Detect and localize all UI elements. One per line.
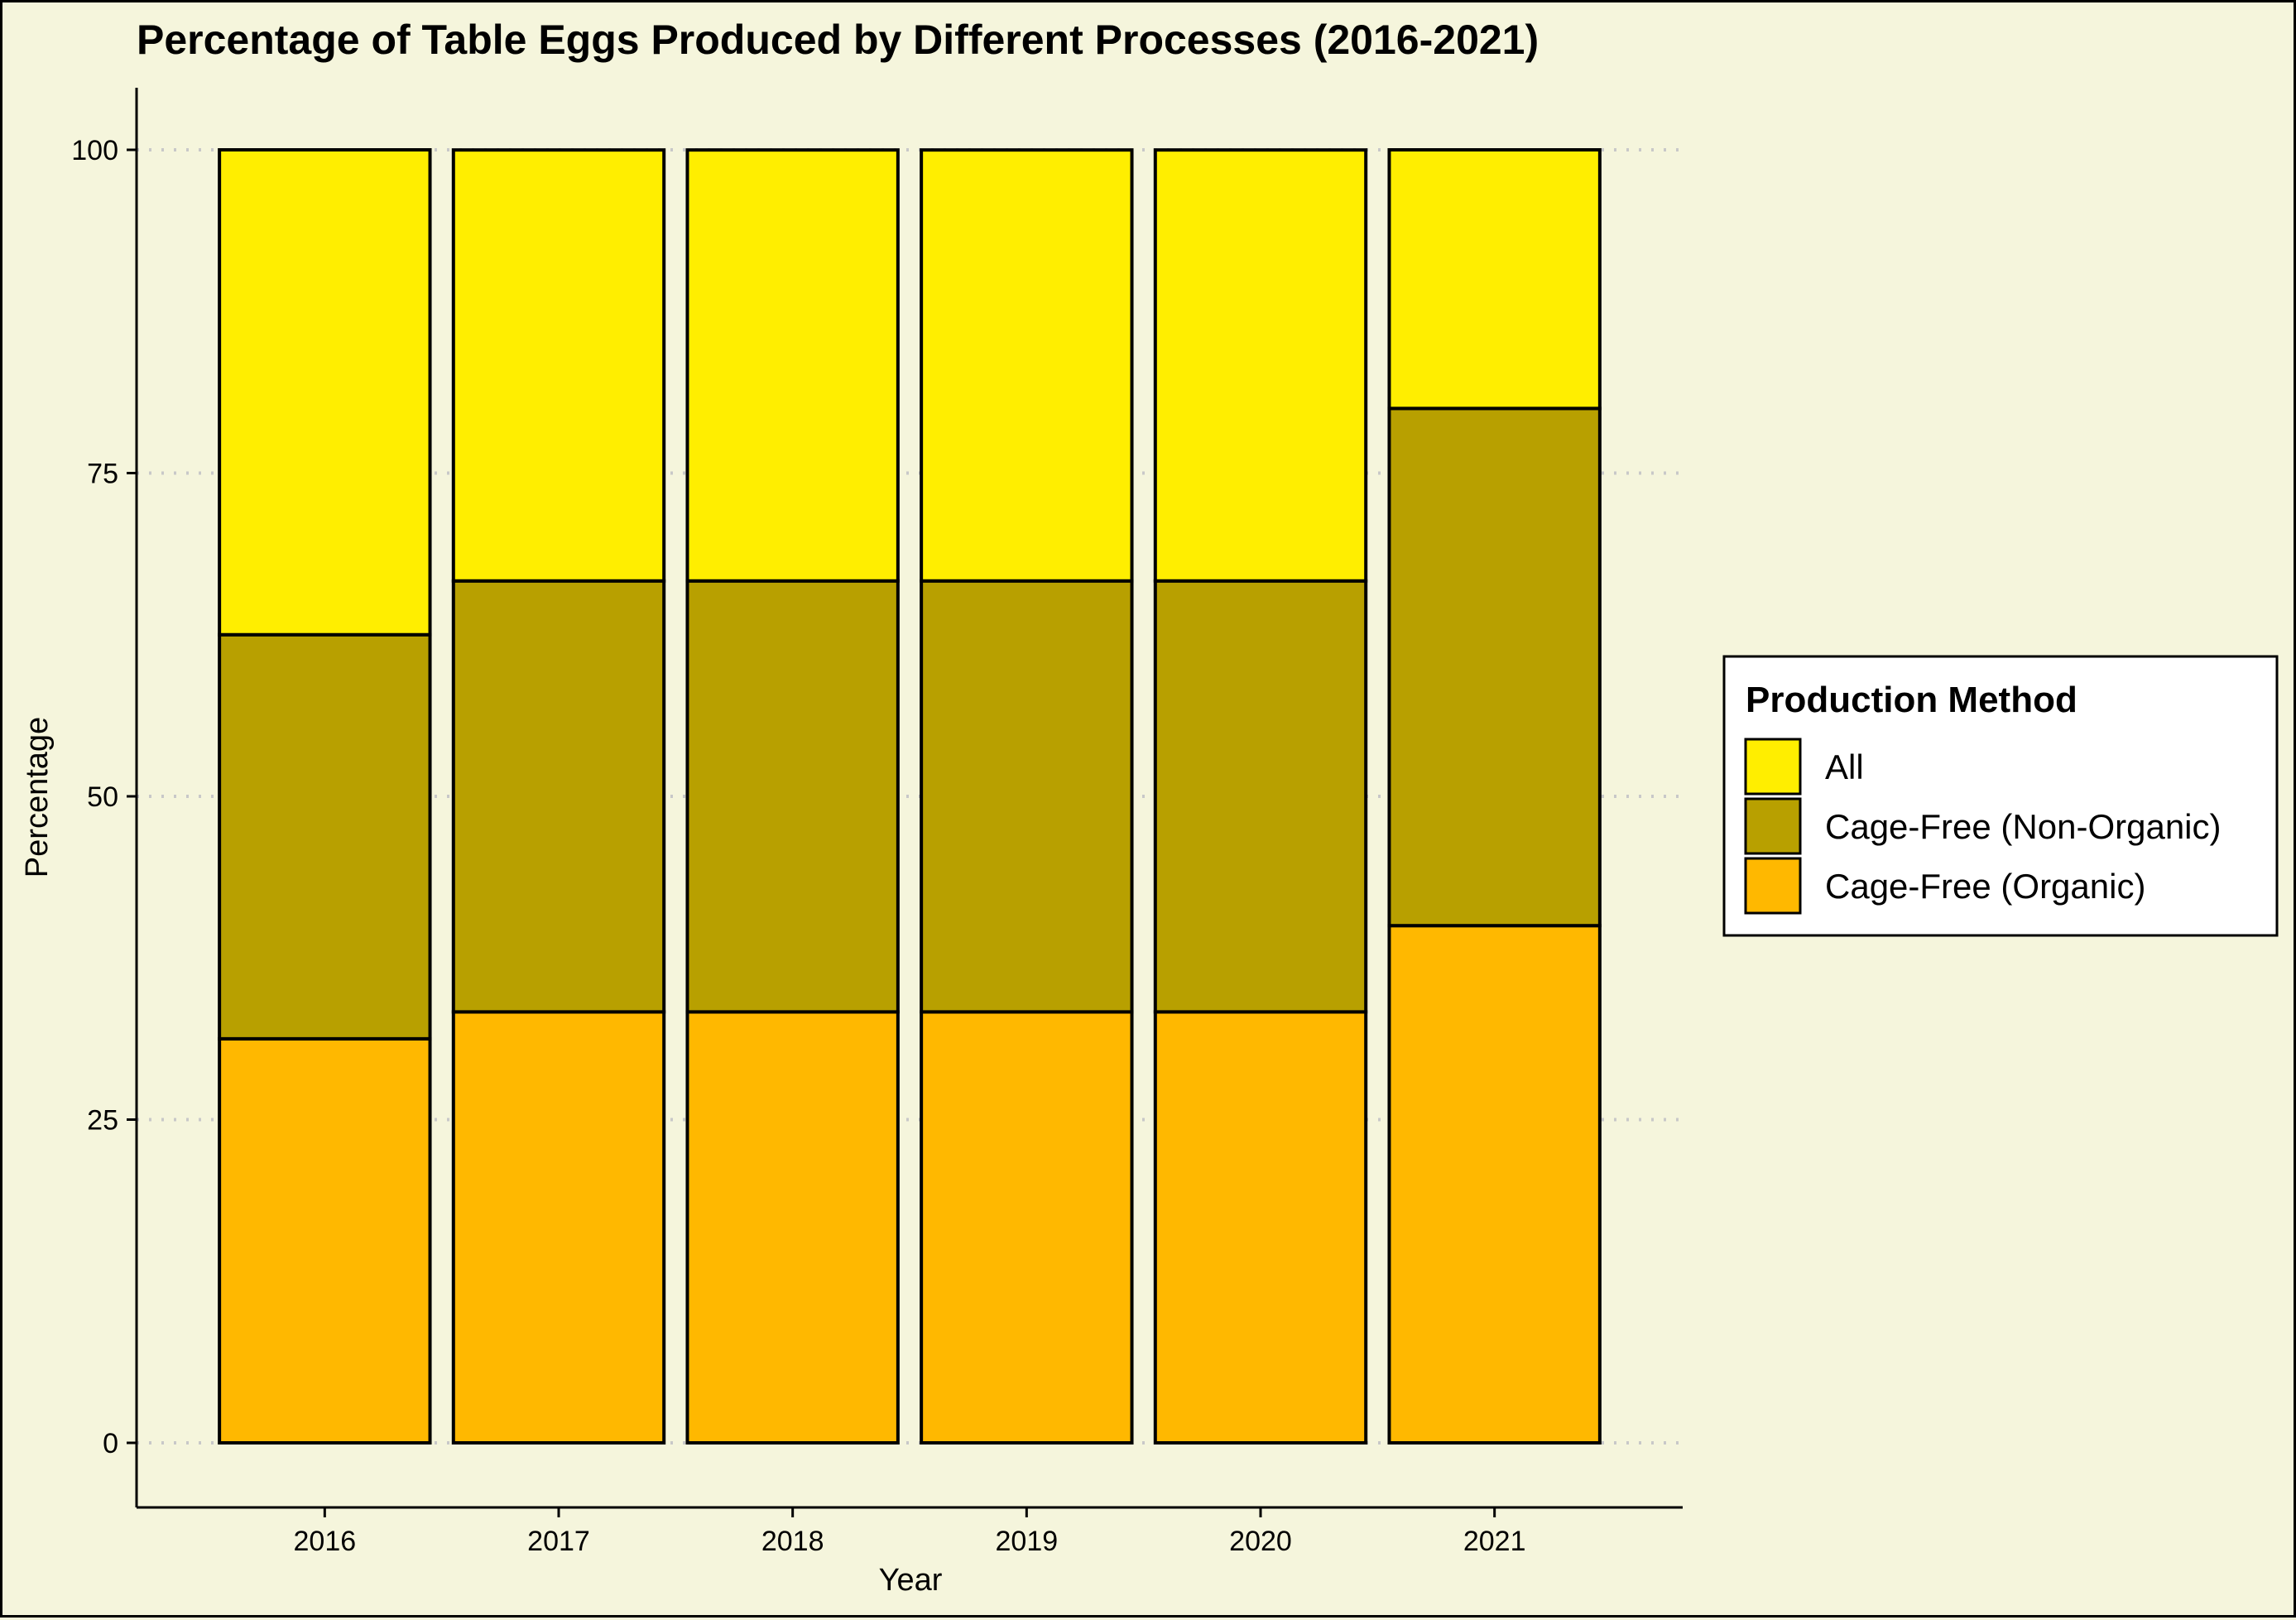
bar-2016-series-1: [218, 632, 432, 1041]
bar-2019-series-1: [920, 579, 1134, 1014]
y-tick-label: 50: [87, 781, 118, 813]
x-tick-label: 2017: [527, 1526, 590, 1557]
x-tick-label: 2016: [294, 1526, 357, 1557]
legend-label: Cage-Free (Non-Organic): [1825, 807, 2222, 846]
legend-swatch: [1744, 797, 1802, 855]
y-tick-label: 25: [87, 1105, 118, 1137]
y-ticks: 0 25 50 75 100: [71, 135, 137, 1459]
bar-2020-series-2: [1153, 148, 1368, 583]
chart-title: Percentage of Table Eggs Produced by Dif…: [137, 17, 1539, 63]
legend-label: Cage-Free (Organic): [1825, 867, 2145, 906]
legend-box: [1722, 655, 2279, 937]
legend-label: All: [1825, 748, 1864, 786]
bar-2018-series-2: [685, 148, 900, 583]
bar-2021-series-2: [1387, 148, 1602, 411]
bar-2017-series-2: [451, 148, 666, 583]
legend-items: All Cage-Free (Non-Organic) Cage-Free (Org…: [1744, 738, 2222, 915]
legend-swatch: [1744, 857, 1802, 915]
bar-2018-series-0: [685, 1010, 900, 1445]
y-axis-title: Percentage: [20, 717, 55, 877]
legend: Production Method All Cage-Free (Non-Orga…: [1722, 655, 2279, 937]
bar-2019-series-0: [920, 1010, 1134, 1445]
bar-2021-series-0: [1387, 924, 1602, 1445]
legend-swatch: [1744, 738, 1802, 796]
bar-2020-series-1: [1153, 579, 1368, 1014]
bar-2019-series-2: [920, 148, 1134, 583]
x-axis-title: Year: [879, 1563, 943, 1598]
x-tick-label: 2020: [1229, 1526, 1292, 1557]
bar-2018-series-1: [685, 579, 900, 1014]
x-ticks: 2016 2017 2018 2019 2020 2021: [294, 1507, 1526, 1557]
y-tick-label: 75: [87, 459, 118, 490]
x-tick-label: 2021: [1463, 1526, 1526, 1557]
bar-2020-series-0: [1153, 1010, 1368, 1445]
bar-2017-series-0: [451, 1010, 666, 1445]
y-tick-label: 0: [103, 1428, 118, 1459]
bars: [218, 148, 1602, 1445]
bar-2017-series-1: [451, 579, 666, 1014]
x-tick-label: 2019: [996, 1526, 1059, 1557]
x-tick-label: 2018: [761, 1526, 824, 1557]
y-tick-label: 100: [71, 135, 118, 166]
bar-2021-series-1: [1387, 406, 1602, 928]
bar-2016-series-2: [218, 148, 432, 637]
bar-2016-series-0: [218, 1036, 432, 1445]
legend-title: Production Method: [1746, 680, 2077, 720]
